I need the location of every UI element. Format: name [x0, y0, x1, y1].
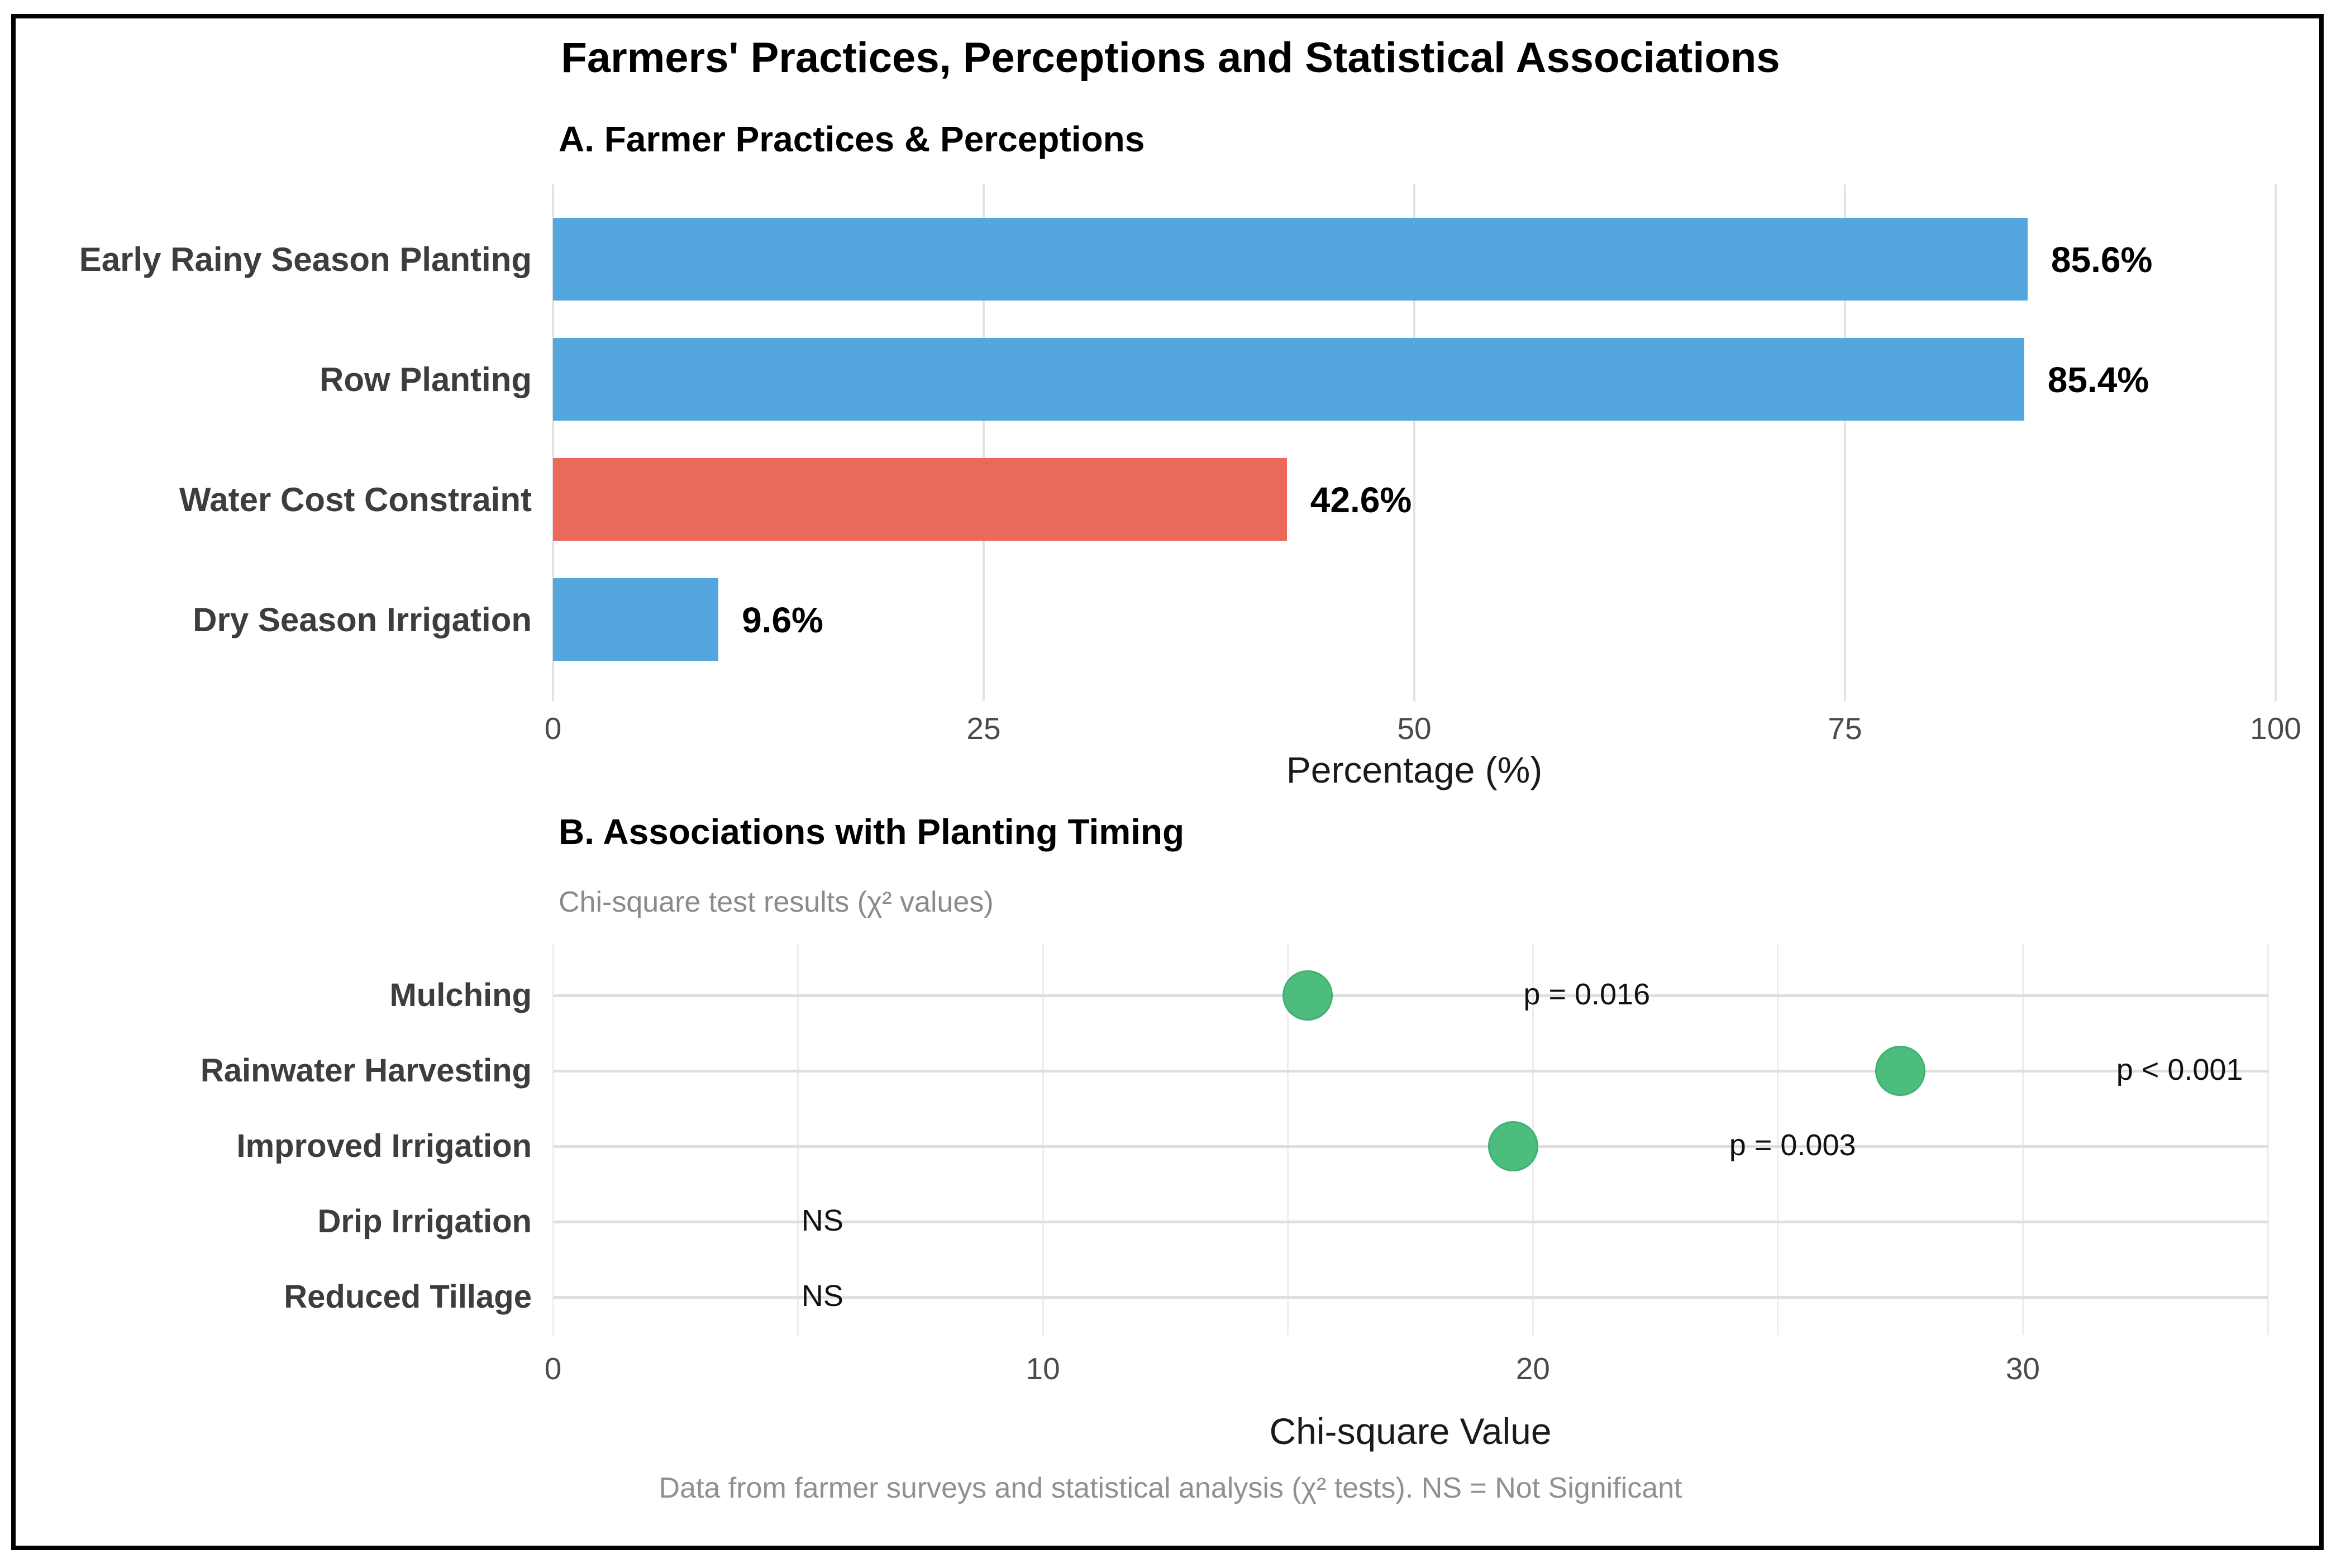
bar-value-label: 85.6% [2051, 240, 2153, 280]
bar-value-label: 85.4% [2047, 360, 2149, 400]
figure-title: Farmers' Practices, Perceptions and Stat… [561, 34, 1780, 82]
p-value-label: p < 0.001 [2116, 1053, 2243, 1086]
ns-label: NS [801, 1279, 843, 1313]
p-value-label: p = 0.016 [1523, 978, 1651, 1011]
panel-b-gridline [552, 944, 554, 1335]
panel-a-x-tick-label: 100 [2250, 711, 2301, 746]
panel-b-gridline [1287, 944, 1289, 1335]
panel-a-gridline [983, 184, 985, 701]
panel-b-category-label: Drip Irrigation [317, 1203, 532, 1240]
panel-a-title: A. Farmer Practices & Perceptions [559, 119, 1145, 159]
panel-b-x-tick-label: 20 [1515, 1351, 1550, 1386]
panel-b-row-line [553, 1145, 2268, 1148]
panel-a-x-tick-label: 25 [966, 711, 1001, 746]
panel-a-gridline [2275, 184, 2277, 701]
figure-border [11, 14, 2324, 1550]
panel-a-gridline [1413, 184, 1415, 701]
bar [553, 218, 2028, 301]
bar-value-label: 9.6% [742, 600, 823, 640]
panel-b-x-axis-title: Chi-square Value [1269, 1410, 1552, 1452]
panel-a-x-tick-label: 0 [544, 711, 562, 746]
chi-square-dot [1488, 1121, 1539, 1171]
panel-b-gridline [1042, 944, 1044, 1335]
panel-a-x-axis-title: Percentage (%) [1286, 749, 1543, 790]
panel-b-category-label: Reduced Tillage [284, 1279, 532, 1315]
panel-b-row-line [553, 1070, 2268, 1073]
chi-square-dot [1282, 970, 1333, 1021]
panel-a-category-label: Dry Season Irrigation [193, 601, 532, 638]
p-value-label: p = 0.003 [1729, 1128, 1856, 1162]
bar [553, 338, 2024, 421]
bar-value-label: 42.6% [1310, 480, 1412, 520]
panel-b-x-tick-label: 10 [1026, 1351, 1060, 1386]
panel-a-gridline [1844, 184, 1846, 701]
chi-square-dot [1875, 1046, 1926, 1096]
panel-b-gridline [2267, 944, 2269, 1335]
panel-b-category-label: Mulching [389, 977, 532, 1013]
panel-b-row-line [553, 1221, 2268, 1223]
panel-a-x-tick-label: 50 [1397, 711, 1432, 746]
panel-b-row-line [553, 1296, 2268, 1299]
panel-a-gridline [552, 184, 554, 701]
panel-b-x-tick-label: 30 [2005, 1351, 2040, 1386]
panel-b-title: B. Associations with Planting Timing [559, 812, 1185, 852]
panel-b-gridline [797, 944, 799, 1335]
panel-b-gridline [2021, 944, 2024, 1335]
bar [553, 458, 1287, 541]
panel-b-category-label: Rainwater Harvesting [200, 1052, 532, 1089]
panel-a-category-label: Row Planting [320, 361, 532, 398]
panel-a-x-tick-label: 75 [1828, 711, 1862, 746]
panel-b-row-line [553, 994, 2268, 997]
figure-footnote: Data from farmer surveys and statistical… [659, 1472, 1682, 1504]
ns-label: NS [801, 1204, 843, 1237]
panel-b-subtitle: Chi-square test results (χ² values) [559, 886, 994, 918]
panel-a-category-label: Early Rainy Season Planting [79, 241, 532, 278]
bar [553, 578, 719, 661]
panel-b-category-label: Improved Irrigation [236, 1128, 532, 1164]
panel-a-category-label: Water Cost Constraint [179, 481, 532, 518]
panel-b-gridline [1777, 944, 1779, 1335]
panel-b-x-tick-label: 0 [544, 1351, 562, 1386]
